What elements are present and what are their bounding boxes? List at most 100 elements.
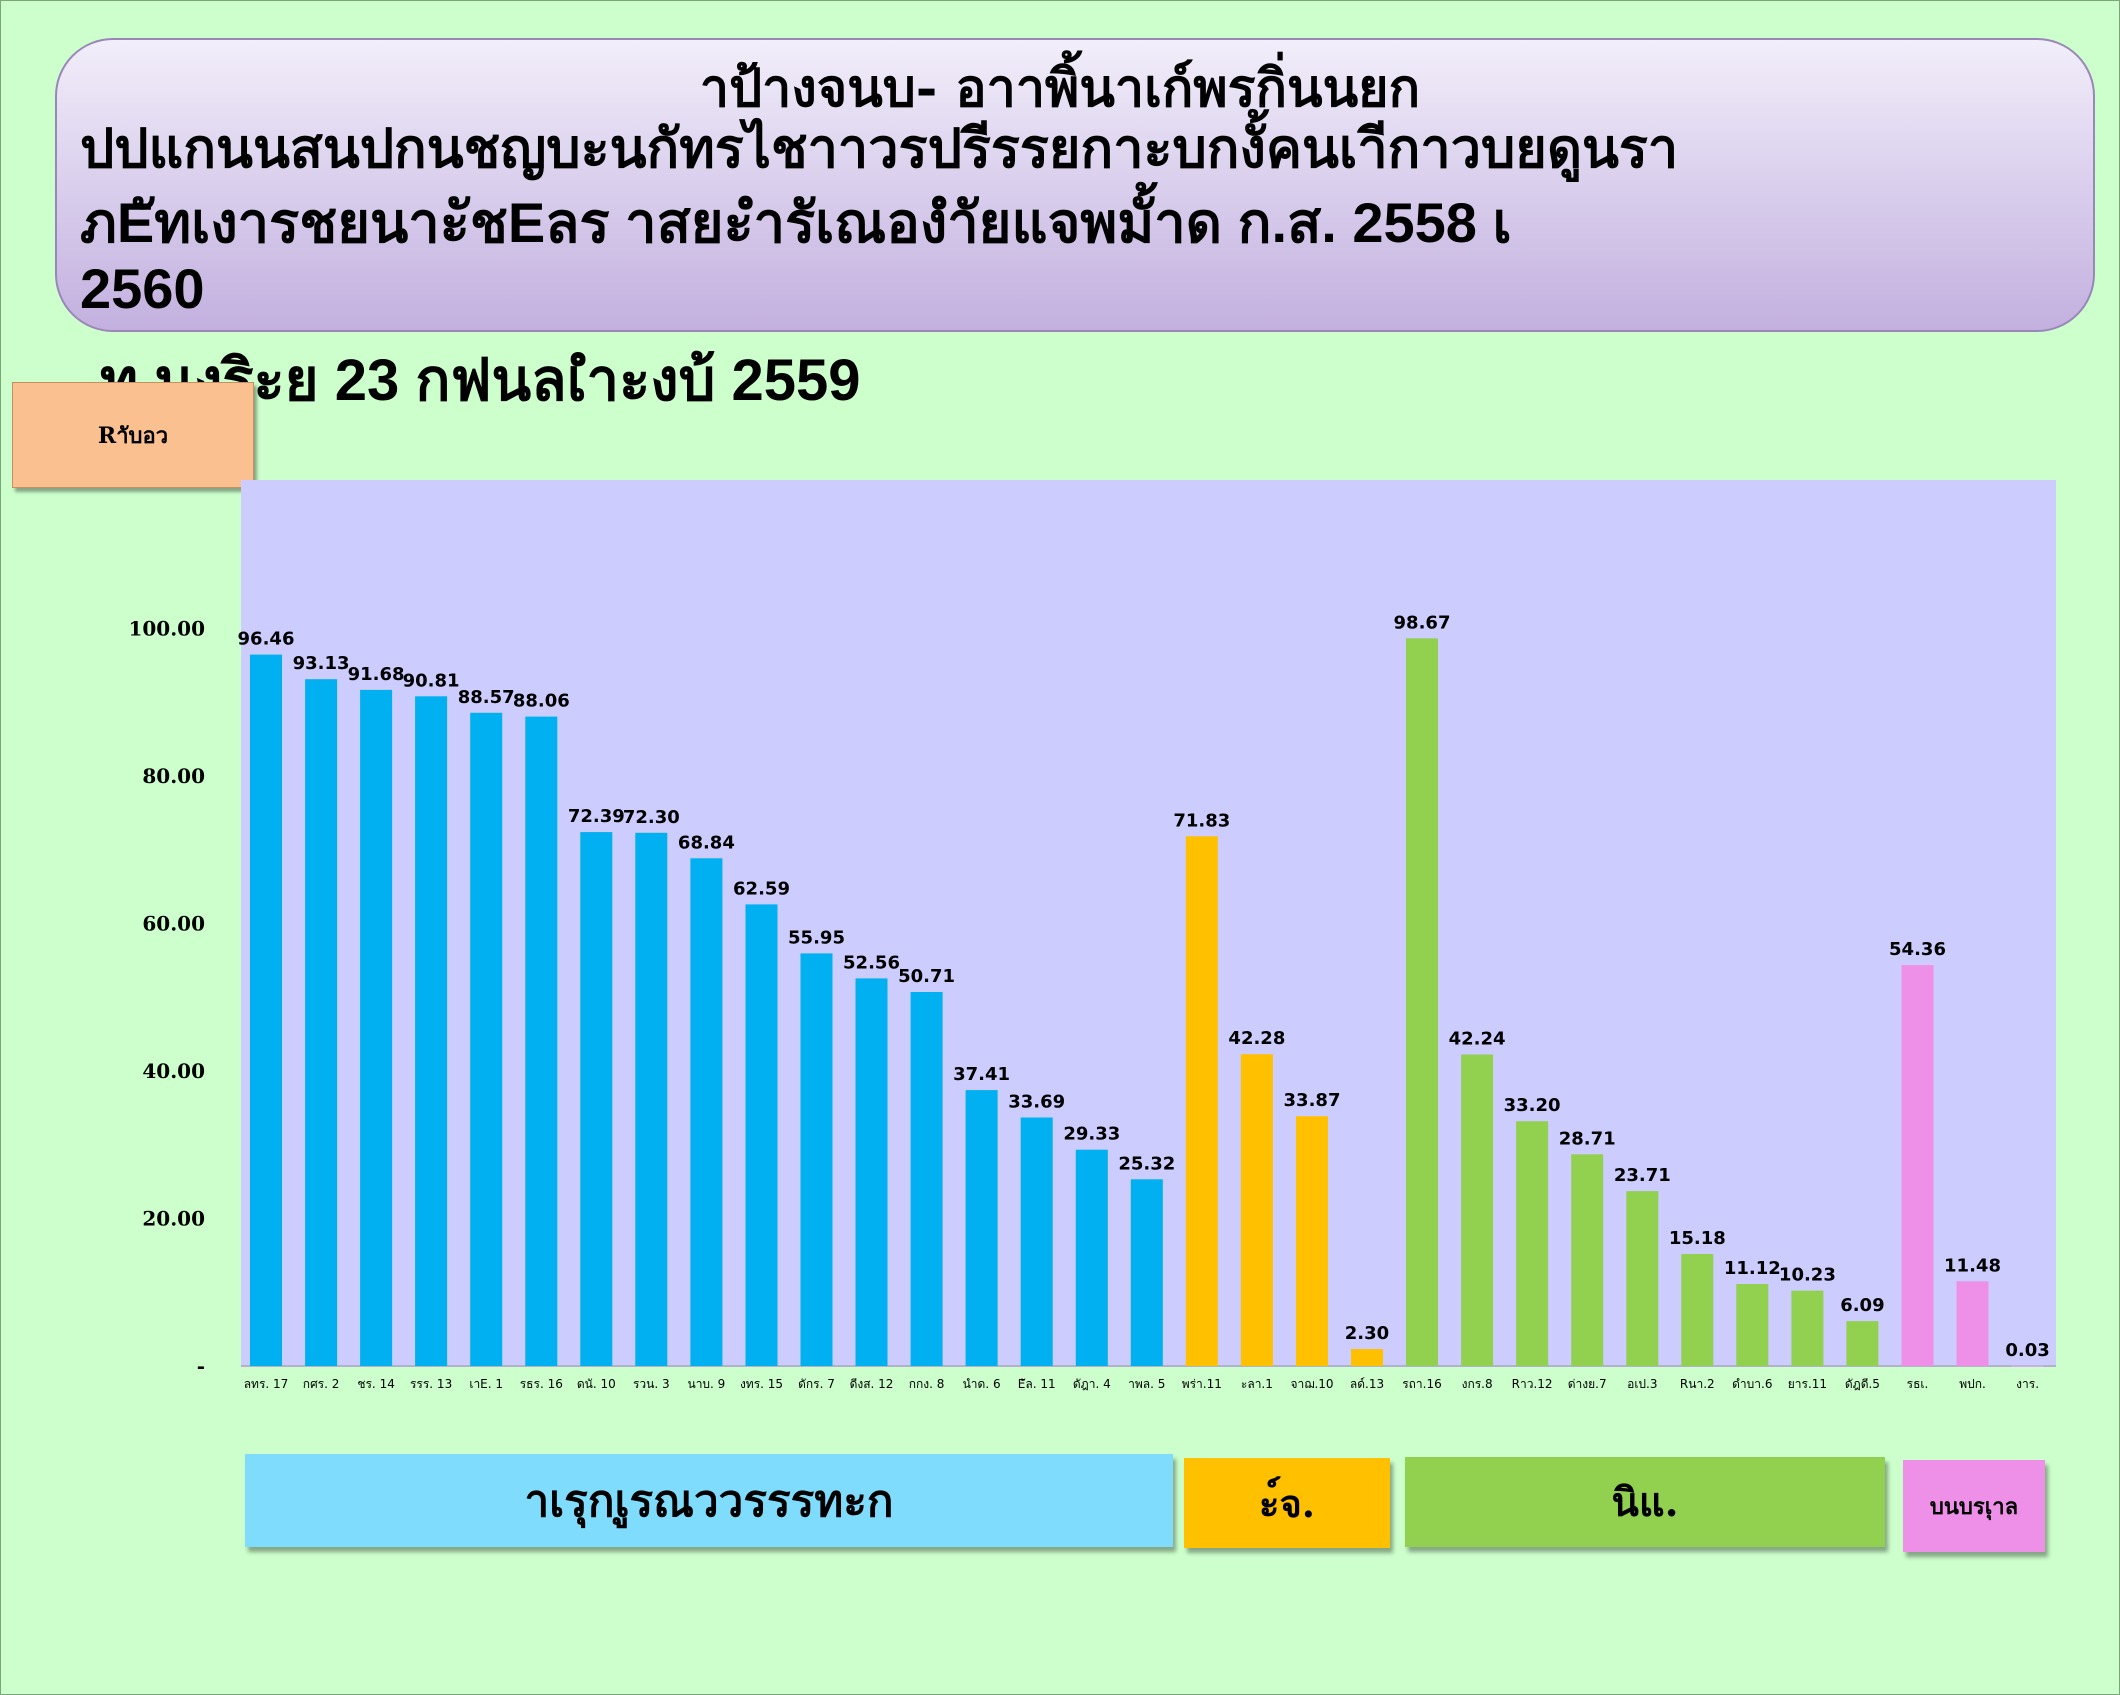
x-tick-label-30: ดัฎดี.5 [1845, 1377, 1880, 1391]
value-label-23: 42.24 [1449, 1029, 1506, 1050]
bar-33 [2011, 1365, 2044, 1367]
x-tick-label-2: กศร. 2 [303, 1377, 340, 1391]
bar-17 [1130, 1179, 1163, 1366]
value-label-7: 72.39 [568, 806, 625, 827]
unit-label: Rาับอว [97, 422, 169, 449]
group-box-3: นิแ. [1405, 1457, 1885, 1547]
value-label-5: 88.57 [458, 687, 515, 708]
x-tick-label-32: พปก. [1959, 1377, 1986, 1391]
x-tick-label-28: ดำบา.6 [1732, 1377, 1772, 1391]
x-tick-label-5: เาE. 1 [469, 1377, 503, 1391]
bar-29 [1791, 1290, 1824, 1366]
bar-4 [415, 696, 448, 1366]
title-box [55, 38, 2095, 332]
unit-label-box: Rาับอว [12, 382, 254, 488]
value-label-2: 93.13 [293, 653, 350, 674]
bar-30 [1846, 1321, 1879, 1366]
bar-27 [1681, 1254, 1714, 1366]
bar-13 [910, 992, 943, 1366]
value-label-32: 11.48 [1944, 1255, 2001, 1276]
value-label-27: 15.18 [1669, 1228, 1726, 1249]
value-label-9: 68.84 [678, 832, 735, 853]
x-tick-label-24: Rาว.12 [1512, 1377, 1553, 1391]
bar-26 [1626, 1191, 1659, 1366]
group-label-3: นิแ. [1611, 1479, 1679, 1526]
x-tick-label-10: งทร. 15 [740, 1377, 783, 1391]
value-label-25: 28.71 [1559, 1128, 1616, 1149]
title-line-4: 2560 [80, 257, 205, 320]
value-label-28: 11.12 [1724, 1258, 1781, 1279]
x-tick-label-22: รถา.16 [1402, 1377, 1442, 1391]
bar-3 [360, 689, 393, 1366]
x-tick-label-33: งาร. [2016, 1377, 2039, 1391]
x-tick-label-27: Rนา.2 [1680, 1377, 1715, 1391]
x-tick-label-25: ด่างย.7 [1568, 1377, 1607, 1391]
value-label-18: 71.83 [1173, 810, 1230, 831]
x-tick-label-13: กกง. 8 [909, 1377, 945, 1391]
bar-5 [470, 712, 503, 1366]
value-label-21: 2.30 [1345, 1323, 1389, 1344]
bar-12 [855, 978, 888, 1366]
x-tick-label-17: าพล. 5 [1128, 1377, 1165, 1391]
y-tick-label-5: 80.00 [142, 764, 205, 788]
x-tick-label-18: พร่า.11 [1182, 1377, 1222, 1391]
bar-6 [525, 716, 558, 1366]
x-tick-label-14: นำด. 6 [963, 1377, 1001, 1391]
x-tick-label-9: นาบ. 9 [687, 1377, 725, 1391]
value-label-11: 55.95 [788, 927, 845, 948]
value-label-3: 91.68 [348, 664, 405, 685]
value-label-26: 23.71 [1614, 1165, 1671, 1186]
x-tick-label-12: ดีงส. 12 [850, 1377, 894, 1391]
value-label-8: 72.30 [623, 807, 680, 828]
bar-15 [1020, 1117, 1053, 1366]
value-label-20: 33.87 [1284, 1090, 1341, 1111]
bar-22 [1406, 638, 1438, 1366]
x-tick-label-29: ยาร.11 [1788, 1377, 1827, 1391]
bar-11 [800, 953, 833, 1366]
value-label-1: 96.46 [238, 629, 295, 650]
bars [250, 638, 2044, 1367]
y-tick-label-4: 60.00 [142, 912, 205, 936]
bar-14 [965, 1090, 998, 1366]
x-tick-label-20: จาฌ.10 [1290, 1377, 1333, 1391]
x-tick-label-11: ดักร. 7 [798, 1377, 835, 1391]
value-label-22: 98.67 [1394, 612, 1451, 633]
bar-19 [1240, 1054, 1273, 1366]
bar-chart: - 20.00 40.00 60.00 80.00 100.00 96.46 93.1391… [128, 480, 2056, 1391]
x-tick-label-7: ดนั. 10 [577, 1377, 616, 1391]
bar-2 [305, 679, 338, 1366]
bar-9 [690, 858, 723, 1366]
value-label-13: 50.71 [898, 966, 955, 987]
value-label-15: 33.69 [1008, 1092, 1065, 1113]
group-box-2: ะ์จ. [1184, 1458, 1390, 1548]
x-tick-label-8: รวน. 3 [633, 1377, 670, 1391]
bar-28 [1736, 1284, 1769, 1366]
value-label-24: 33.20 [1504, 1095, 1561, 1116]
value-label-31: 54.36 [1889, 939, 1946, 960]
x-tick-label-26: อเป.3 [1627, 1377, 1657, 1391]
value-label-30: 6.09 [1840, 1295, 1884, 1316]
value-label-29: 10.23 [1779, 1265, 1836, 1286]
x-tick-label-21: ลด์.13 [1350, 1377, 1384, 1391]
x-tick-label-16: ดัฎา. 4 [1073, 1377, 1111, 1391]
x-tick-label-4: รรร. 13 [410, 1377, 452, 1391]
value-label-6: 88.06 [513, 691, 570, 712]
x-tick-label-19: ะลา.1 [1241, 1377, 1273, 1391]
value-label-4: 90.81 [403, 670, 460, 691]
bar-8 [635, 832, 668, 1366]
value-label-17: 25.32 [1118, 1153, 1175, 1174]
value-label-16: 29.33 [1063, 1124, 1120, 1145]
bar-18 [1185, 836, 1218, 1366]
x-tick-label-1: ลทร. 17 [244, 1377, 289, 1391]
bar-1 [250, 654, 282, 1366]
bar-10 [745, 904, 778, 1366]
group-box-4: บนบรเุาล [1903, 1460, 2045, 1552]
y-tick-label-3: 40.00 [142, 1059, 205, 1083]
x-tick-label-3: ชร. 14 [357, 1377, 395, 1391]
group-label-1: าเรุกเูรณววรรรทะก [524, 1475, 894, 1527]
value-label-12: 52.56 [843, 952, 900, 973]
value-label-10: 62.59 [733, 878, 790, 899]
value-label-14: 37.41 [953, 1064, 1010, 1085]
bar-25 [1571, 1154, 1604, 1366]
bar-31 [1901, 965, 1934, 1366]
